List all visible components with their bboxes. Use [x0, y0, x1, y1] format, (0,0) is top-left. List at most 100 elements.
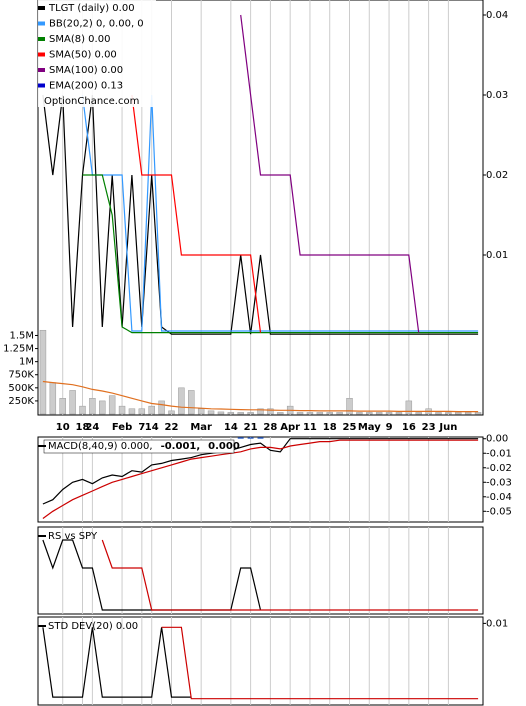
x-tick-label: 28 [263, 422, 277, 433]
bar [89, 398, 96, 415]
x-tick-label: 16 [402, 422, 416, 433]
x-tick-label: Jun [438, 422, 457, 433]
line-series [42, 627, 192, 698]
bar [346, 398, 353, 415]
legend-swatch [38, 68, 45, 72]
bar [247, 437, 254, 439]
x-tick-label: 18 [76, 422, 90, 433]
bar [158, 400, 165, 415]
y-tick-label: 0.00 [486, 434, 508, 445]
bar [385, 412, 393, 415]
legend-label: BB(20,2) 0, 0.00, 0 [49, 19, 144, 30]
bar [445, 412, 452, 415]
x-tick-label: Feb [112, 422, 132, 433]
x-tick-label: 14 [224, 422, 238, 433]
legend-label: SMA(8) 0.00 [49, 34, 110, 45]
x-tick-label: 22 [165, 422, 179, 433]
y-tick-label: 0.03 [486, 90, 508, 101]
legend-label: 0.000 [208, 441, 240, 452]
panel-title: STD DEV(20) 0.00 [48, 621, 138, 632]
legend-swatch [38, 52, 45, 57]
line-series [131, 94, 262, 333]
line-series [42, 380, 479, 413]
bar [217, 411, 225, 415]
grid-layer [62, 0, 449, 705]
x-tick-label: May [358, 422, 381, 433]
x-tick-label: 18 [323, 422, 337, 433]
bar [375, 412, 383, 415]
line-series [101, 539, 479, 611]
line-series [240, 14, 420, 333]
legend-box [38, 0, 156, 107]
bar [118, 405, 126, 415]
bar [178, 387, 185, 415]
y-tick-label: 1M [19, 357, 34, 368]
bar [366, 412, 373, 415]
x-tick-label: 23 [422, 422, 436, 433]
bar [69, 390, 76, 415]
y-tick-label: 0.04 [486, 10, 508, 21]
bar [79, 405, 86, 415]
legend-label: SMA(100) 0.00 [49, 65, 123, 76]
bar [296, 412, 304, 415]
std-panel-frame [37, 616, 484, 706]
bar [464, 412, 472, 415]
panel-title: RS vs SPY [48, 531, 98, 542]
legend-label: EMA(200) 0.13 [49, 81, 123, 92]
y-tick-label: 0.02 [486, 170, 508, 181]
y-tick-label: -0.01 [486, 448, 512, 459]
bar [197, 408, 205, 415]
y-tick-label: 0.01 [486, 618, 508, 629]
bar [435, 412, 442, 415]
line-series [42, 94, 479, 335]
x-tick-label: 9 [386, 422, 393, 433]
line-series [42, 439, 479, 519]
bar [59, 398, 66, 415]
y-tick-label: 1.5M [9, 330, 34, 341]
y-tick-label: 750K [8, 370, 34, 381]
bar [227, 412, 235, 415]
x-tick-label: Mar [190, 422, 212, 433]
bar [49, 382, 57, 415]
bar [395, 412, 403, 415]
y-tick-label: 0.01 [486, 250, 508, 261]
bar [237, 437, 244, 439]
x-tick-label: 14 [145, 422, 159, 433]
x-tick-label: 10 [56, 422, 70, 433]
bar [415, 412, 422, 415]
bar [455, 412, 462, 415]
x-tick-label: Apr [280, 422, 300, 433]
bar [99, 400, 106, 415]
bar [237, 412, 244, 415]
legend-label: -0.001, [161, 441, 201, 452]
bar [474, 412, 482, 415]
legend-label: TLGT (daily) 0.00 [48, 3, 135, 14]
legend-swatch [38, 6, 45, 10]
legend-label: SMA(50) 0.00 [49, 50, 117, 61]
bar [257, 408, 264, 415]
x-tick-label: 24 [85, 422, 99, 433]
y-tick-label: -0.02 [486, 463, 512, 474]
x-tick-label: 11 [303, 422, 317, 433]
legend-swatch [38, 83, 45, 88]
line-series [81, 94, 479, 332]
bar [316, 412, 324, 415]
bar [207, 410, 215, 415]
x-tick-label: 7 [138, 422, 145, 433]
legend-label: MACD(8,40,9) 0.000, [48, 441, 153, 452]
watermark: OptionChance.com [44, 96, 139, 107]
line-series [82, 174, 479, 334]
bar [336, 412, 343, 415]
bar [168, 410, 175, 415]
line-series [161, 626, 479, 700]
y-tick-label: 250K [8, 396, 34, 407]
bar [138, 408, 146, 415]
bar [405, 400, 413, 415]
bar [356, 412, 363, 415]
y-tick-label: 1.25M [3, 344, 34, 355]
y-tick-label: -0.05 [486, 506, 512, 517]
x-tick-label: 21 [244, 422, 258, 433]
x-tick-label: 25 [343, 422, 357, 433]
legend-swatch [38, 21, 45, 26]
